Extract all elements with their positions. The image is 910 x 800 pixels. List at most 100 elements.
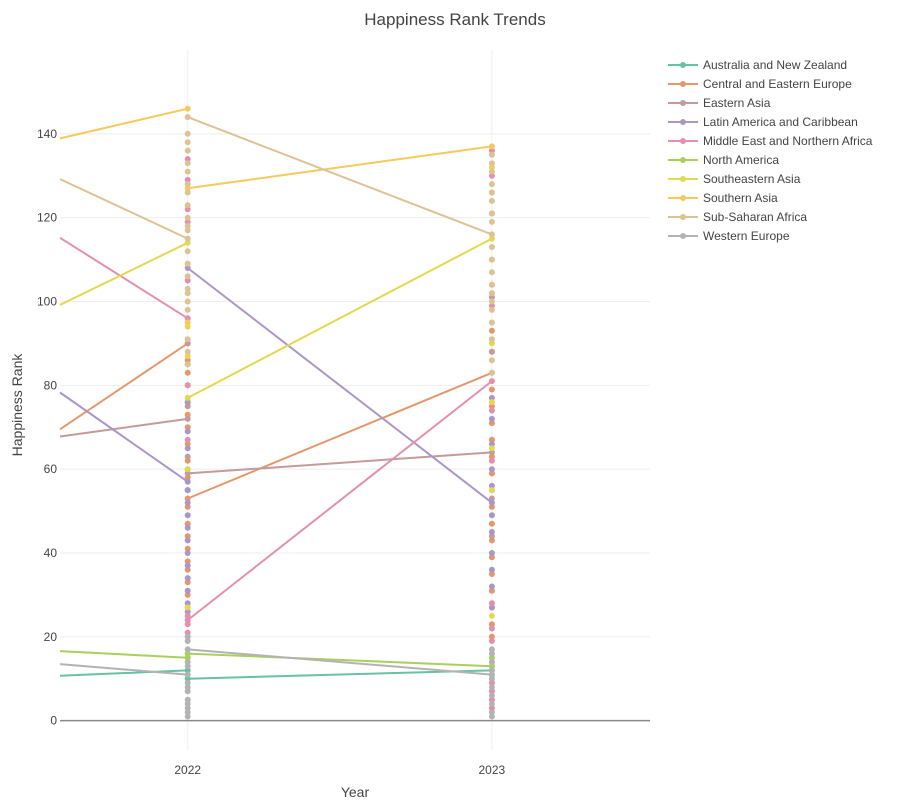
data-point xyxy=(184,265,191,271)
data-point xyxy=(184,105,191,112)
series-line xyxy=(59,669,188,677)
series-line xyxy=(187,648,492,676)
data-point xyxy=(184,466,191,473)
data-point xyxy=(184,667,191,674)
legend-swatch-marker xyxy=(680,214,686,220)
data-point xyxy=(184,537,191,544)
data-point xyxy=(488,713,495,720)
data-point xyxy=(488,290,495,297)
data-point xyxy=(488,340,495,347)
data-point xyxy=(184,130,191,137)
data-point xyxy=(184,633,191,640)
data-point xyxy=(488,663,495,670)
data-point xyxy=(184,411,191,418)
legend-swatch-marker xyxy=(680,157,686,163)
series-north-america xyxy=(59,650,495,670)
data-point xyxy=(488,399,495,406)
data-point xyxy=(488,168,495,175)
data-point xyxy=(488,453,495,460)
series-western-europe xyxy=(59,633,495,720)
series-line xyxy=(187,380,493,621)
data-point xyxy=(184,147,191,154)
data-point xyxy=(184,319,191,326)
data-point xyxy=(184,156,191,162)
data-point xyxy=(488,482,495,489)
data-point xyxy=(184,445,191,452)
data-point xyxy=(184,646,191,653)
data-point xyxy=(488,503,495,510)
legend-label: Sub-Saharan Africa xyxy=(703,210,807,224)
data-point xyxy=(488,294,495,301)
legend-item[interactable]: Middle East and Northern Africa xyxy=(668,134,873,148)
data-point xyxy=(184,533,191,540)
legend-item[interactable]: Western Europe xyxy=(668,229,790,243)
data-point xyxy=(488,512,495,519)
data-point xyxy=(184,524,191,531)
data-point xyxy=(488,441,495,447)
data-point xyxy=(184,478,191,485)
data-point xyxy=(184,223,191,229)
data-point xyxy=(184,206,191,213)
legend-swatch-marker xyxy=(680,119,686,125)
data-point xyxy=(184,617,191,624)
series-line xyxy=(187,652,492,668)
data-point xyxy=(488,466,495,473)
data-point xyxy=(184,713,191,720)
data-point xyxy=(488,709,495,716)
legend-item[interactable]: Central and Eastern Europe xyxy=(668,77,852,91)
series-line xyxy=(59,241,189,306)
data-point xyxy=(184,679,191,686)
data-point xyxy=(184,239,191,246)
series-southern-asia xyxy=(59,105,495,368)
data-point xyxy=(488,600,495,607)
legend-item[interactable]: Sub-Saharan Africa xyxy=(668,210,807,224)
data-point xyxy=(184,168,191,175)
data-point xyxy=(184,629,191,636)
data-point xyxy=(488,151,495,158)
data-point xyxy=(184,474,191,481)
series-line xyxy=(187,451,492,475)
series-line xyxy=(187,237,493,399)
data-point xyxy=(488,604,495,611)
data-point xyxy=(184,348,191,355)
data-point xyxy=(184,415,191,422)
data-point xyxy=(184,369,191,376)
series-line xyxy=(187,669,492,680)
legend-label: Southern Asia xyxy=(703,191,778,205)
legend-item[interactable]: Southeastern Asia xyxy=(668,172,801,186)
data-point xyxy=(184,441,191,447)
data-point xyxy=(184,671,191,678)
legend-item[interactable]: Latin America and Caribbean xyxy=(668,115,858,129)
data-point xyxy=(488,235,495,242)
data-point xyxy=(488,319,495,326)
legend-item[interactable]: Australia and New Zealand xyxy=(668,58,847,72)
data-point xyxy=(184,654,191,661)
data-point xyxy=(488,172,495,179)
legend-label: Central and Eastern Europe xyxy=(703,77,852,91)
data-point xyxy=(488,679,495,686)
data-point xyxy=(488,407,495,414)
data-point xyxy=(184,512,191,519)
legend-label: Southeastern Asia xyxy=(703,172,801,186)
data-point xyxy=(184,160,191,167)
legend-item[interactable]: North America xyxy=(668,153,779,167)
data-point xyxy=(184,688,191,695)
data-point xyxy=(184,638,191,644)
data-point xyxy=(488,692,495,699)
legend-item[interactable]: Southern Asia xyxy=(668,191,778,205)
data-point xyxy=(488,378,495,385)
data-point xyxy=(184,189,191,196)
data-point xyxy=(184,436,191,443)
data-point xyxy=(184,499,191,506)
data-point xyxy=(488,587,495,594)
data-point xyxy=(184,566,191,573)
x-axis-title: Year xyxy=(341,784,370,800)
series-line xyxy=(59,663,188,676)
y-axis-title: Happiness Rank xyxy=(9,353,25,457)
data-point xyxy=(488,529,495,535)
legend-swatch-marker xyxy=(680,176,686,182)
legend-label: Latin America and Caribbean xyxy=(703,115,858,129)
data-point xyxy=(184,214,191,221)
legend-item[interactable]: Eastern Asia xyxy=(668,96,771,110)
